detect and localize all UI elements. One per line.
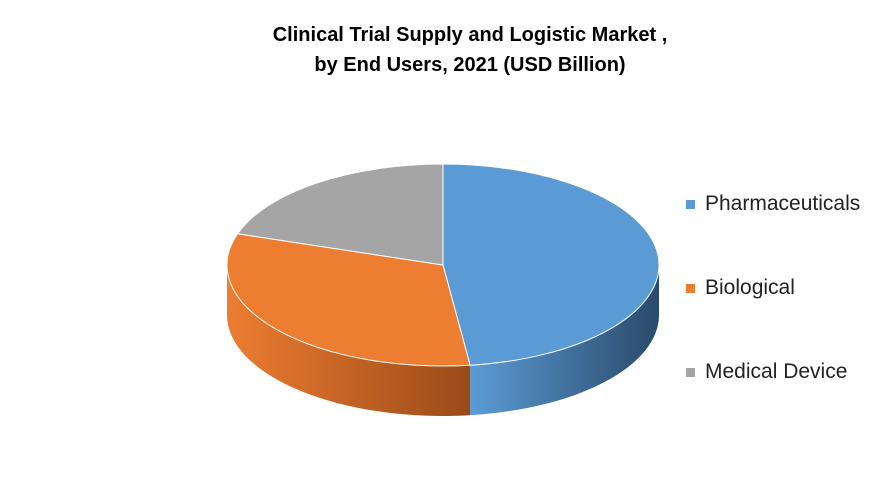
pie-side-pharmaceuticals <box>470 265 659 416</box>
legend: Pharmaceuticals Biological Medical Devic… <box>686 190 860 442</box>
pie-slice-biological <box>226 233 471 367</box>
chart-title: Clinical Trial Supply and Logistic Marke… <box>0 20 887 80</box>
chart-title-line-2: by End Users, 2021 (USD Billion) <box>314 54 626 76</box>
legend-item-biological: Biological <box>686 274 860 302</box>
legend-label-biological: Biological <box>705 276 795 299</box>
legend-swatch-pharmaceuticals <box>686 199 695 209</box>
pie-slice-pharmaceuticals <box>442 163 660 366</box>
legend-swatch-biological <box>686 283 695 293</box>
legend-label-medical-device: Medical Device <box>705 360 848 383</box>
legend-swatch-medical-device <box>686 367 695 377</box>
pie-side-biological <box>227 265 471 416</box>
pie-slice-medical-device <box>236 163 444 266</box>
chart-title-line-1: Clinical Trial Supply and Logistic Marke… <box>272 24 668 46</box>
legend-item-medical-device: Medical Device <box>686 358 860 386</box>
legend-item-pharmaceuticals: Pharmaceuticals <box>686 190 860 218</box>
legend-label-pharmaceuticals: Pharmaceuticals <box>705 192 861 215</box>
